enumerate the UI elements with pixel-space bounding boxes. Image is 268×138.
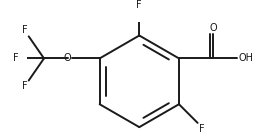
Text: OH: OH <box>239 53 254 63</box>
Text: F: F <box>199 124 204 134</box>
Text: O: O <box>63 53 71 63</box>
Text: F: F <box>22 25 28 35</box>
Text: F: F <box>22 82 28 91</box>
Text: O: O <box>209 23 217 33</box>
Text: F: F <box>136 0 142 10</box>
Text: F: F <box>13 53 18 63</box>
